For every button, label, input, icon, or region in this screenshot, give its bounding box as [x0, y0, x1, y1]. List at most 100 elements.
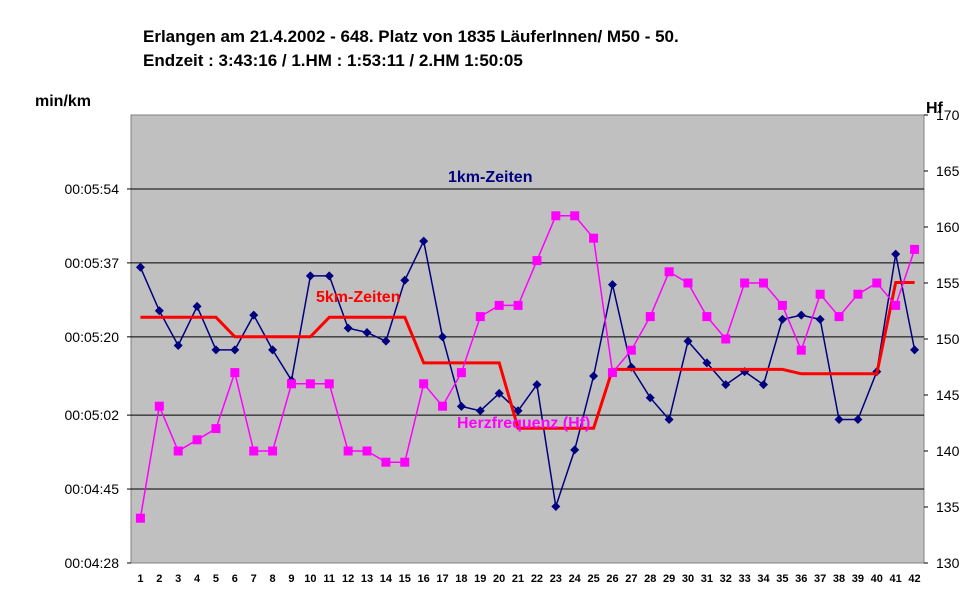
data-point — [324, 271, 334, 281]
data-point — [135, 262, 145, 272]
data-point — [645, 393, 655, 403]
series-layer — [135, 211, 920, 523]
series-herzfrequenz-hf- — [135, 211, 920, 523]
x-tick-label: 37 — [814, 573, 826, 585]
chart-title-line-2: Endzeit : 3:43:16 / 1.HM : 1:53:11 / 2.H… — [143, 51, 523, 70]
x-tick-label: 17 — [436, 573, 448, 585]
data-point — [626, 345, 636, 355]
series-annotation: 5km-Zeiten — [316, 289, 400, 306]
data-point — [173, 446, 183, 456]
data-point — [268, 446, 278, 456]
data-point — [513, 406, 523, 416]
data-point — [796, 345, 806, 355]
x-tick-label: 35 — [776, 573, 788, 585]
x-tick-label: 27 — [625, 573, 637, 585]
data-point — [173, 341, 183, 351]
data-point — [721, 334, 731, 344]
x-tick-label: 26 — [606, 573, 618, 585]
x-tick-label: 15 — [399, 573, 411, 585]
data-point — [419, 236, 429, 246]
data-point — [834, 312, 844, 322]
data-point — [305, 379, 315, 389]
data-point — [135, 513, 145, 523]
x-tick-label: 25 — [587, 573, 599, 585]
data-point — [532, 380, 542, 390]
data-point — [475, 312, 485, 322]
x-tick-label: 31 — [701, 573, 713, 585]
data-point — [192, 435, 202, 445]
data-point — [475, 406, 485, 416]
y-left-tick-label: 00:04:28 — [65, 555, 120, 571]
data-point — [249, 446, 259, 456]
x-tick-label: 16 — [418, 573, 430, 585]
data-point — [570, 211, 580, 221]
data-point — [740, 278, 750, 288]
labels-layer: 1km-Zeiten 5km-Zeiten Herzfrequenz (Hf) — [316, 169, 590, 432]
data-point — [324, 379, 334, 389]
data-point — [230, 368, 240, 378]
data-point — [381, 336, 391, 346]
x-tick-label: 18 — [455, 573, 467, 585]
data-point — [494, 300, 504, 310]
x-tick-label: 32 — [720, 573, 732, 585]
x-tick-label: 9 — [288, 573, 294, 585]
x-tick-label: 39 — [852, 573, 864, 585]
data-point — [494, 388, 504, 398]
x-tick-label: 12 — [342, 573, 354, 585]
x-tick-label: 38 — [833, 573, 845, 585]
x-tick-label: 23 — [550, 573, 562, 585]
data-point — [456, 368, 466, 378]
x-tick-label: 10 — [304, 573, 316, 585]
data-point — [891, 300, 901, 310]
data-point — [154, 401, 164, 411]
x-tick-label: 4 — [194, 573, 201, 585]
data-point — [456, 401, 466, 411]
data-point — [815, 314, 825, 324]
x-tick-label: 1 — [137, 573, 143, 585]
x-tick-label: 3 — [175, 573, 181, 585]
x-tick-label: 11 — [323, 573, 335, 585]
y-right-tick-label: 155 — [936, 275, 960, 291]
series-annotation: Herzfrequenz (Hf) — [457, 415, 590, 432]
x-tick-label: 7 — [251, 573, 257, 585]
y-left-tick-label: 00:04:45 — [65, 481, 120, 497]
data-point — [419, 379, 429, 389]
x-tick-label: 41 — [890, 573, 902, 585]
x-tick-label: 13 — [361, 573, 373, 585]
data-point — [249, 310, 259, 320]
data-point — [777, 314, 787, 324]
data-point — [400, 457, 410, 467]
data-point — [664, 267, 674, 277]
data-point — [777, 300, 787, 310]
y-right-tick-label: 160 — [936, 219, 960, 235]
data-point — [551, 211, 561, 221]
x-tick-label: 40 — [871, 573, 883, 585]
data-point — [589, 233, 599, 243]
y-left-tick-label: 00:05:02 — [65, 407, 120, 423]
x-tick-label: 6 — [232, 573, 238, 585]
y-right-tick-label: 165 — [936, 163, 960, 179]
series-line — [140, 281, 915, 430]
x-tick-label: 21 — [512, 573, 524, 585]
x-tick-label: 30 — [682, 573, 694, 585]
data-point — [570, 445, 580, 455]
data-point — [532, 256, 542, 266]
data-point — [343, 323, 353, 333]
series-annotation: 1km-Zeiten — [448, 169, 532, 186]
data-point — [853, 289, 863, 299]
y-left-axis-title: min/km — [35, 93, 91, 110]
data-point — [683, 336, 693, 346]
data-point — [589, 371, 599, 381]
data-point — [268, 345, 278, 355]
y-right-tick-label: 140 — [936, 443, 960, 459]
data-point — [362, 446, 372, 456]
chart-title-line-1: Erlangen am 21.4.2002 - 648. Platz von 1… — [143, 27, 679, 46]
data-point — [759, 278, 769, 288]
data-point — [796, 310, 806, 320]
x-tick-label: 29 — [663, 573, 675, 585]
data-point — [607, 280, 617, 290]
data-point — [513, 300, 523, 310]
data-point — [683, 278, 693, 288]
data-point — [551, 501, 561, 511]
